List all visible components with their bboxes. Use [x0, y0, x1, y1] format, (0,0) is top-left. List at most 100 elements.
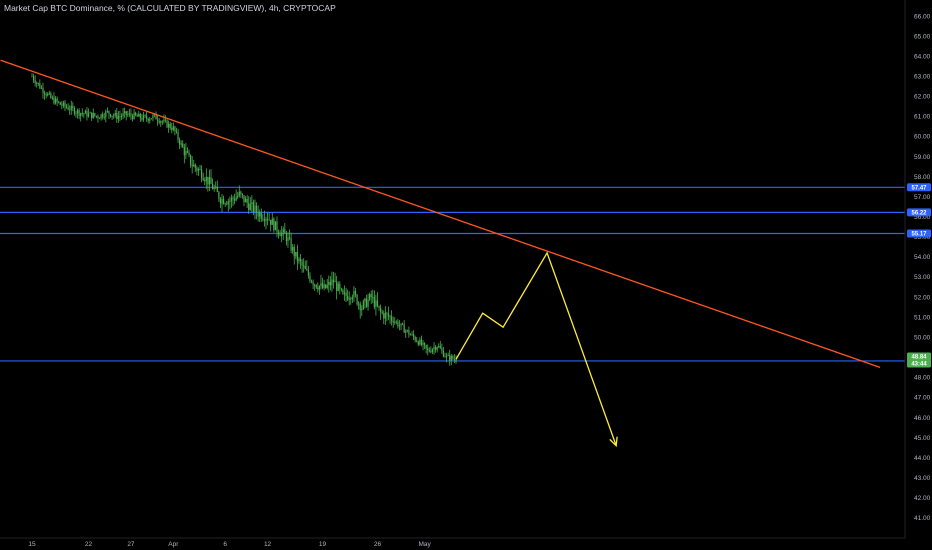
candle-body [248, 203, 250, 211]
candle-body [445, 355, 448, 358]
candle-body [455, 359, 457, 362]
candle-body [113, 115, 115, 117]
candle-body [288, 237, 291, 239]
x-tick-label: 22 [85, 541, 93, 548]
candle-body [146, 116, 148, 119]
candle-body [94, 113, 96, 116]
candle-body [233, 199, 236, 201]
candle-body [290, 238, 292, 251]
candle-body [226, 203, 228, 205]
candle-body [339, 283, 341, 289]
candle-body [413, 334, 415, 337]
candle-body [111, 115, 113, 117]
candle-body [37, 82, 39, 84]
price-tag-label: 57.47 [911, 185, 927, 191]
candle-body [271, 218, 273, 225]
candle-body [45, 94, 47, 96]
candle-body [442, 350, 445, 357]
candle-body [329, 281, 331, 286]
candle-body [114, 112, 116, 116]
candle-body [281, 232, 283, 237]
candle-body [155, 113, 157, 120]
candle-body [400, 323, 402, 326]
candle-body [183, 147, 185, 156]
candles-series [31, 73, 457, 366]
y-tick-label: 50.00 [914, 334, 931, 341]
candle-body [266, 218, 269, 220]
candle-body [65, 106, 68, 108]
candle-body [76, 110, 79, 114]
candle-body [292, 246, 294, 251]
candle-body [427, 348, 429, 351]
candle-body [128, 113, 130, 115]
candle-body [405, 330, 407, 333]
projection-arrowhead [609, 436, 618, 448]
y-tick-label: 57.00 [914, 194, 931, 201]
candle-body [169, 123, 171, 129]
candle-body [246, 198, 248, 204]
x-tick-label: 19 [319, 541, 327, 548]
y-tick-label: 42.00 [914, 495, 931, 502]
candle-body [394, 321, 396, 323]
candle-body [452, 356, 454, 359]
candle-body [124, 111, 126, 114]
candle-body [274, 221, 277, 231]
candle-body [340, 288, 342, 290]
candle-body [423, 342, 426, 346]
candle-body [92, 113, 94, 119]
candle-body [229, 201, 231, 202]
candle-body [383, 313, 385, 319]
candle-body [172, 126, 174, 130]
candle-body [343, 292, 346, 294]
candle-body [299, 258, 302, 262]
candle-body [306, 268, 308, 270]
price-tag [907, 183, 931, 192]
candle-body [149, 119, 151, 121]
x-axis: 15 22 27 Apr 6 12 19 26 May [0, 537, 905, 548]
candle-body [259, 212, 261, 217]
candle-body [202, 178, 204, 181]
candle-body [105, 111, 107, 118]
candle-body [87, 113, 90, 117]
candle-body [326, 284, 328, 288]
candle-body [447, 355, 449, 356]
candle-body [84, 110, 86, 114]
candle-body [375, 300, 377, 307]
candle-body [347, 296, 349, 300]
candle-body [353, 291, 355, 298]
candle-body [320, 283, 322, 286]
candle-body [409, 334, 412, 336]
y-tick-label: 63.00 [914, 73, 931, 80]
candle-body [216, 186, 218, 193]
candle-body [315, 284, 317, 288]
candle-body [263, 219, 266, 221]
candle-body [386, 312, 388, 314]
candle-body [69, 109, 71, 111]
current-price-label: 43:44 [911, 362, 927, 368]
candle-body [204, 180, 206, 182]
candle-body [362, 301, 364, 309]
candle-body [420, 339, 423, 345]
candle-body [372, 296, 374, 298]
candle-body [373, 296, 375, 307]
candle-body [108, 110, 110, 115]
candle-body [403, 324, 405, 333]
x-tick-label: 12 [264, 541, 272, 548]
candle-body [314, 284, 316, 286]
candle-body [50, 93, 52, 99]
candle-body [147, 118, 149, 121]
candle-body [364, 298, 366, 302]
y-tick-label: 41.00 [914, 515, 931, 522]
candle-body [301, 261, 303, 266]
candle-body [296, 251, 298, 262]
candle-body [406, 330, 408, 331]
candle-body [185, 151, 187, 156]
projection-path [455, 251, 617, 446]
candle-body [295, 251, 297, 257]
candle-body [381, 312, 383, 314]
trendline [0, 59, 881, 368]
y-tick-label: 62.00 [914, 94, 931, 101]
projection-layer [455, 251, 618, 448]
